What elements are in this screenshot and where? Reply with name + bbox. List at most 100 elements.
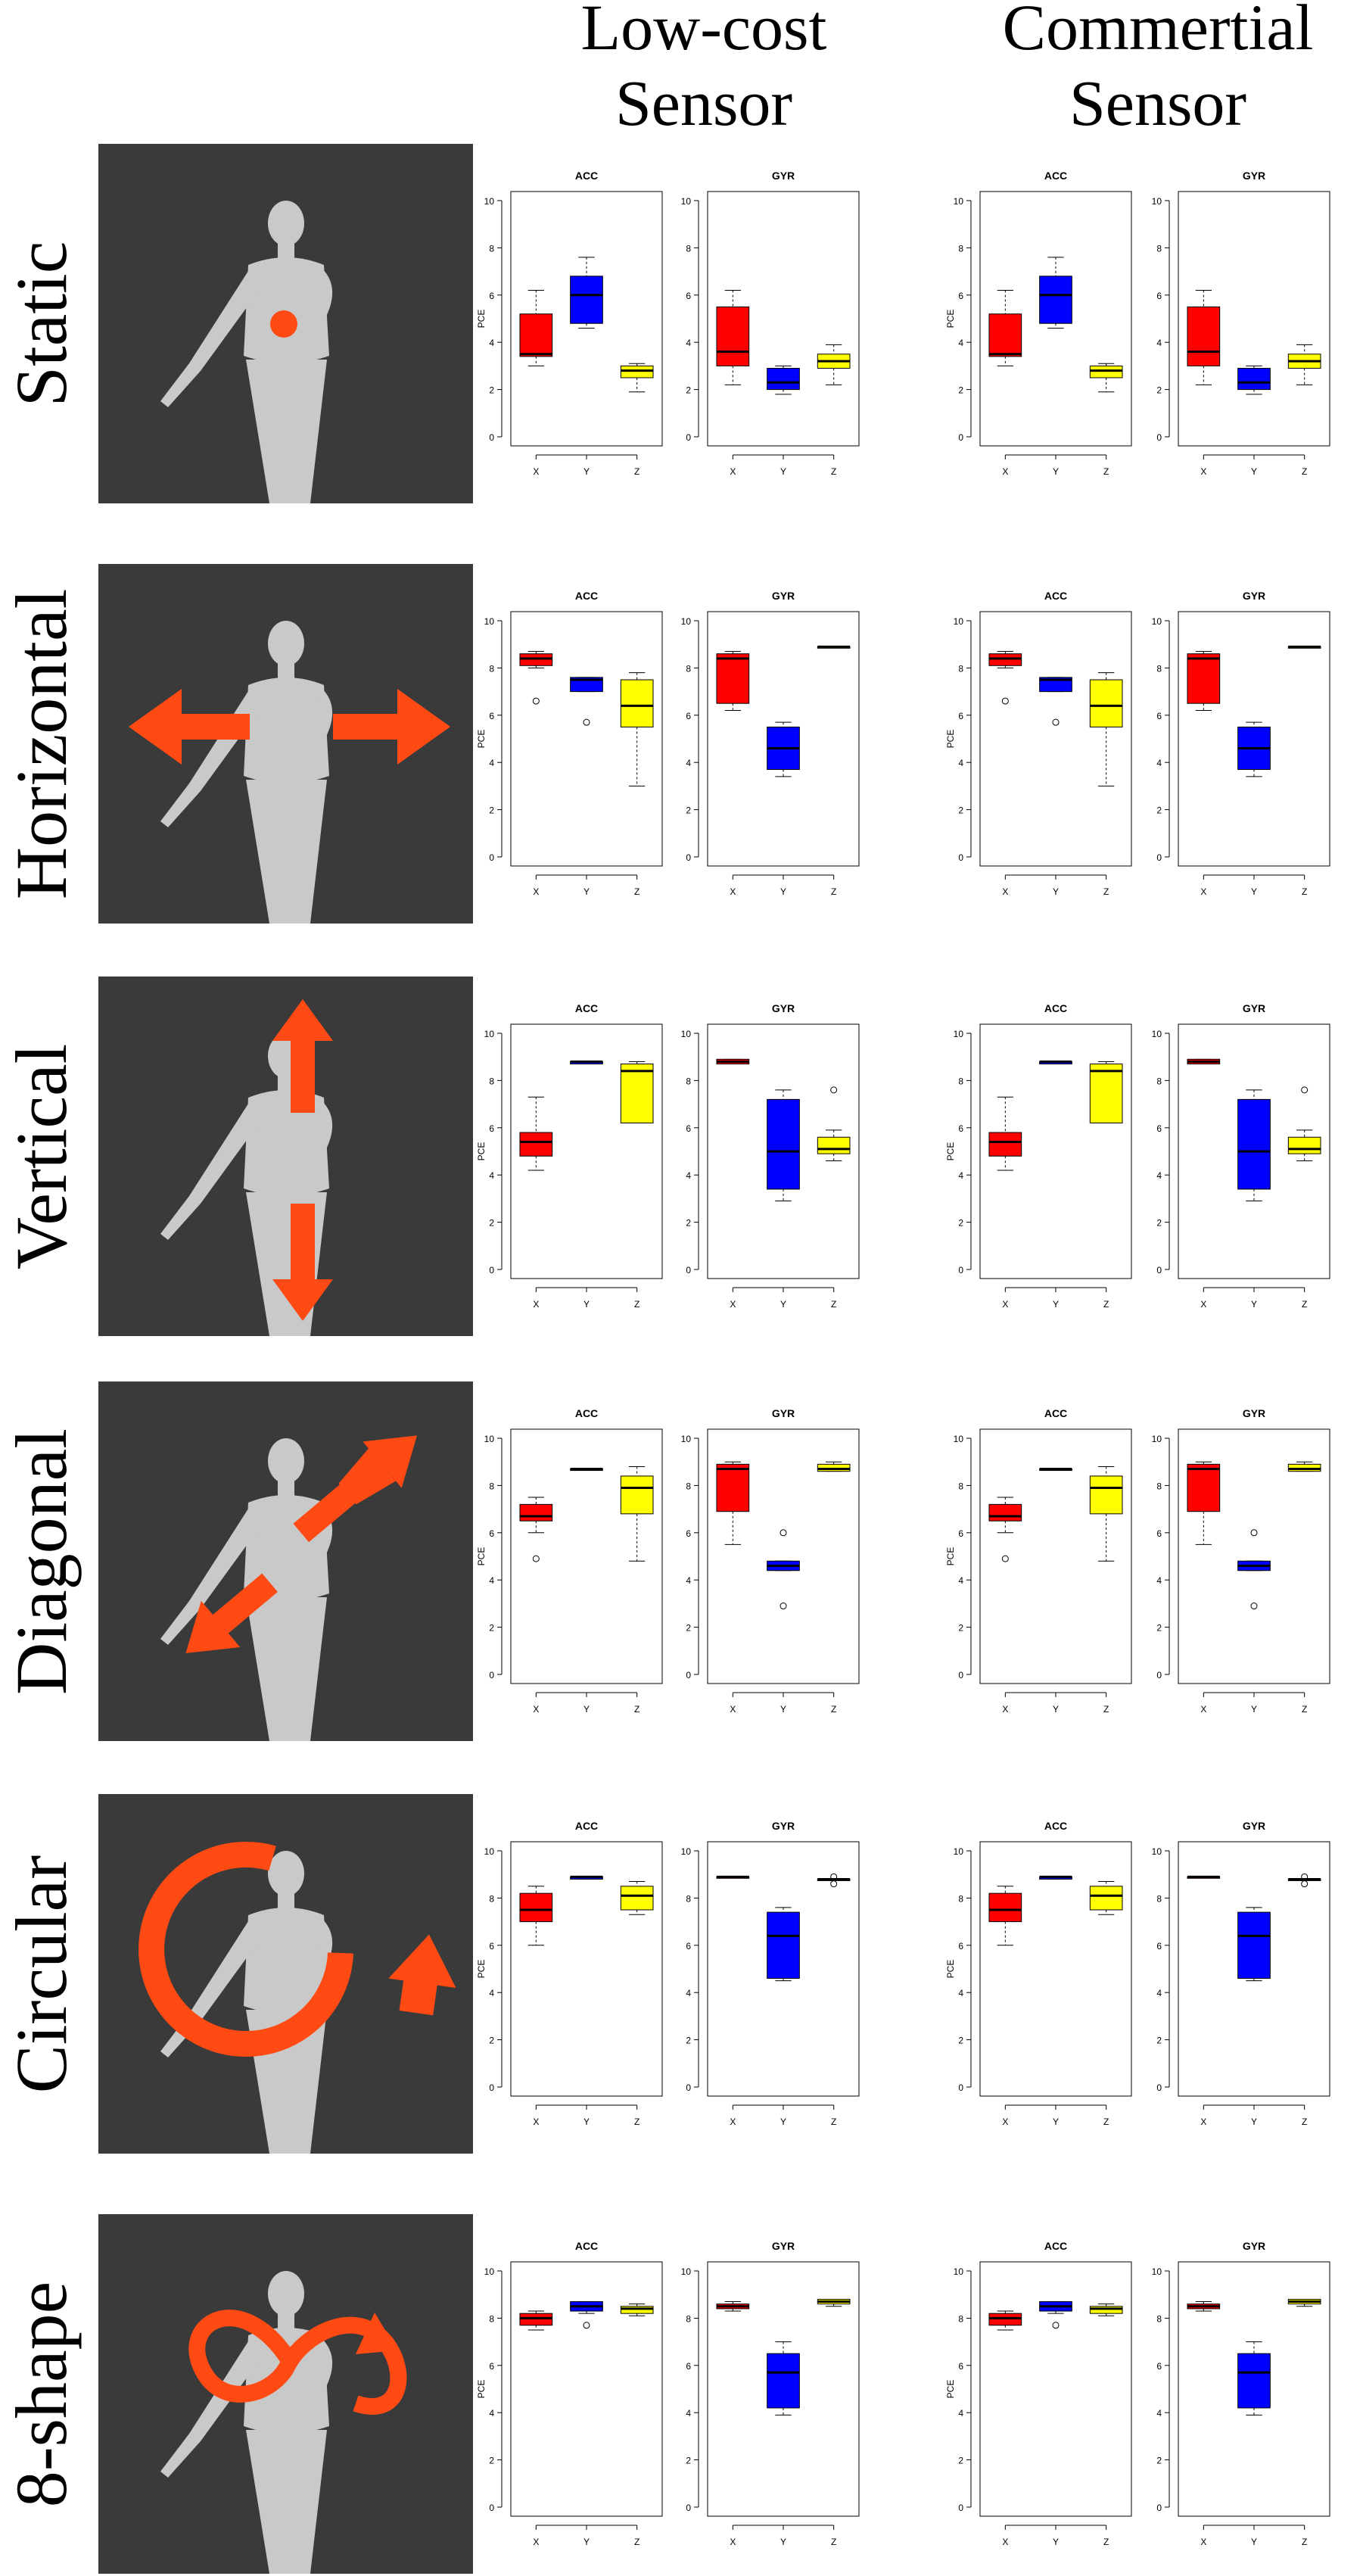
x-tick-label: Z <box>1302 2117 1307 2127</box>
row-label-circular: Circular <box>1 1855 82 2093</box>
x-tick-label: X <box>533 886 539 897</box>
y-tick-label: 8 <box>686 1076 691 1086</box>
x-tick-label: Z <box>1103 886 1109 897</box>
y-tick-label: 6 <box>686 291 691 301</box>
y-tick-label: 0 <box>1156 852 1162 863</box>
plot-frame <box>1178 611 1330 867</box>
x-tick-label: Y <box>1053 1704 1059 1715</box>
x-tick-label: X <box>730 886 736 897</box>
box-y <box>570 677 603 726</box>
box-iqr <box>1089 1475 1123 1515</box>
boxplot-acc-22: ACC 0 2 4 6 8 10 PCE X Y Z <box>945 2240 1132 2547</box>
motion-image-horizontal <box>98 564 473 924</box>
panel-diagonal-commertial-gyr: GYR 0 2 4 6 8 10 X Y Z <box>1144 1393 1337 1718</box>
box-x <box>519 1497 553 1562</box>
x-tick-label: X <box>533 466 539 477</box>
box-z <box>1089 1881 1123 1915</box>
outlier-point <box>532 697 540 705</box>
box-z <box>1287 2298 1321 2307</box>
x-tick-label: Z <box>831 2537 836 2547</box>
y-tick-label: 10 <box>484 616 495 627</box>
box-y <box>767 1089 800 1202</box>
chart-title: ACC <box>1044 1002 1067 1014</box>
x-tick-label: X <box>533 1704 539 1715</box>
panel-static-commertial-acc: ACC 0 2 4 6 8 10 PCE X Y Z <box>945 155 1139 481</box>
y-tick-label: 0 <box>686 1670 691 1680</box>
chart-title: ACC <box>1044 2240 1067 2252</box>
box-iqr <box>767 2353 800 2409</box>
x-tick-label: X <box>730 2537 736 2547</box>
box-iqr <box>519 653 553 666</box>
y-tick-label: 4 <box>1156 338 1162 348</box>
x-tick-label: Z <box>634 886 639 897</box>
x-tick-label: Z <box>1302 886 1307 897</box>
box-iqr <box>1089 365 1123 378</box>
y-tick-label: 2 <box>489 385 494 396</box>
box-x <box>716 651 750 712</box>
box-z <box>620 2303 654 2316</box>
box-iqr <box>519 1892 553 1923</box>
x-tick-label: Z <box>1103 466 1109 477</box>
motion-image-circular <box>98 1794 473 2154</box>
x-tick-label: X <box>1002 466 1008 477</box>
box-y <box>1039 677 1072 726</box>
outlier-point <box>532 1555 540 1562</box>
box-iqr <box>716 653 750 704</box>
x-tick-label: Z <box>634 2537 639 2547</box>
y-tick-label: 2 <box>958 1218 963 1229</box>
y-tick-label: 8 <box>1156 1893 1162 1904</box>
x-tick-label: X <box>730 1299 736 1310</box>
x-tick-label: X <box>533 2117 539 2127</box>
boxplot-gyr-9: GYR 0 2 4 6 8 10 X Y Z <box>681 1002 860 1310</box>
box-x <box>1187 290 1221 385</box>
y-tick-label: 2 <box>958 385 963 396</box>
panel-vertical-commertial-acc: ACC 0 2 4 6 8 10 PCE X Y Z <box>945 988 1139 1313</box>
y-tick-label: 8 <box>958 1481 963 1491</box>
chart-title: GYR <box>772 1407 795 1419</box>
boxplot-gyr-21: GYR 0 2 4 6 8 10 X Y Z <box>681 2240 860 2547</box>
plot-frame <box>707 2261 860 2517</box>
y-tick-label: 10 <box>1152 1029 1162 1039</box>
box-x <box>1187 1875 1221 1879</box>
box-iqr <box>817 1463 851 1472</box>
box-iqr <box>620 1064 654 1124</box>
y-tick-label: 0 <box>958 852 963 863</box>
box-y <box>767 1907 800 1982</box>
box-y <box>1039 257 1072 329</box>
box-iqr <box>1089 1886 1123 1911</box>
box-z <box>1089 363 1123 393</box>
boxplot-gyr-5: GYR 0 2 4 6 8 10 X Y Z <box>681 590 860 897</box>
boxplot-acc-12: ACC 0 2 4 6 8 10 PCE X Y Z <box>476 1407 663 1715</box>
box-z <box>1089 2303 1123 2316</box>
y-tick-label: 10 <box>1152 2266 1162 2277</box>
plot-frame <box>510 1023 663 1279</box>
y-tick-label: 6 <box>1156 711 1162 721</box>
box-z <box>1287 645 1321 649</box>
x-tick-label: Y <box>583 1704 590 1715</box>
y-tick-label: 10 <box>484 1029 495 1039</box>
y-tick-label: 4 <box>958 2408 963 2419</box>
y-tick-label: 2 <box>958 2036 963 2046</box>
boxplot-acc-18: ACC 0 2 4 6 8 10 PCE X Y Z <box>945 1820 1132 2127</box>
y-tick-label: 0 <box>686 1265 691 1276</box>
x-tick-label: Y <box>780 1299 786 1310</box>
chart-title: GYR <box>1243 1407 1265 1419</box>
y-tick-label: 2 <box>489 2456 494 2466</box>
y-tick-label: 2 <box>489 2036 494 2046</box>
x-tick-label: Y <box>1053 886 1059 897</box>
outlier-point <box>1001 697 1009 705</box>
y-axis-label: PCE <box>945 730 956 749</box>
chart-title: GYR <box>772 1820 795 1832</box>
x-tick-label: Y <box>583 466 590 477</box>
y-tick-label: 4 <box>958 1170 963 1181</box>
plot-frame <box>1178 1023 1330 1279</box>
y-tick-label: 8 <box>686 243 691 254</box>
y-axis-label: PCE <box>476 730 487 749</box>
box-x <box>519 2310 553 2331</box>
box-y <box>767 2341 800 2416</box>
plot-frame <box>979 1428 1132 1684</box>
y-tick-label: 0 <box>686 852 691 863</box>
diagonal-arrows-icon <box>185 1435 417 1653</box>
box-iqr <box>1237 2353 1271 2409</box>
y-tick-label: 6 <box>489 2361 494 2372</box>
